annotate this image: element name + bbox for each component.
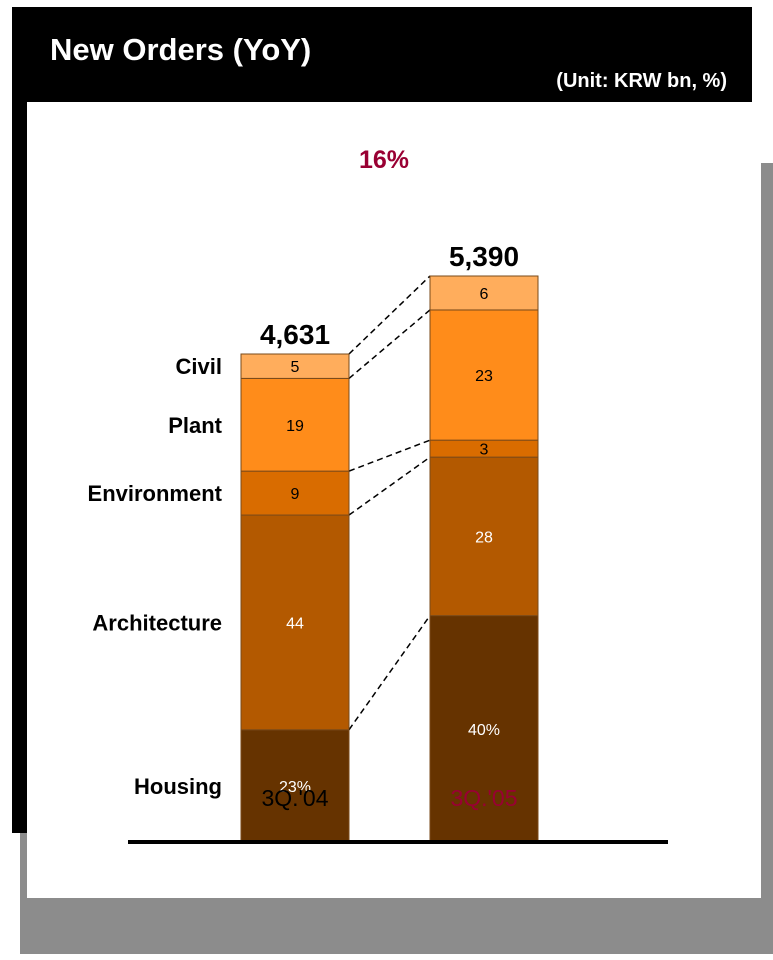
segment-label-plant-0: 19 xyxy=(286,418,304,435)
bar-segment-housing-0 xyxy=(240,729,350,843)
category-label-1: 3Q.'05 xyxy=(450,785,517,811)
bar-segment-environment-0 xyxy=(240,470,350,516)
connector-line-4 xyxy=(348,309,431,379)
segment-label-environment-1: 3 xyxy=(480,442,489,459)
series-label-architecture: Architecture xyxy=(92,610,222,635)
connector-line-1 xyxy=(348,615,431,731)
bar-segment-architecture-0 xyxy=(240,514,350,731)
segment-label-housing-1: 40% xyxy=(468,722,500,739)
unit-label: (Unit: KRW bn, %) xyxy=(556,70,727,92)
bars xyxy=(240,275,539,843)
bar-segment-plant-1 xyxy=(429,309,539,441)
growth-label: 16% xyxy=(359,146,409,174)
total-label-1: 5,390 xyxy=(449,241,519,272)
segment-label-architecture-1: 28 xyxy=(475,529,493,546)
series-label-plant: Plant xyxy=(168,413,222,438)
connector-line-2 xyxy=(348,456,431,516)
chart-title: New Orders (YoY) xyxy=(50,32,312,67)
connector-line-5 xyxy=(348,275,431,355)
labels: 23% 44 9 19 5 4,631 3Q.'04 40% 28 3 23 6 5,390 3Q.'05… xyxy=(88,146,520,811)
series-label-environment: Environment xyxy=(88,481,223,506)
connector-lines xyxy=(348,275,431,731)
segment-label-plant-1: 23 xyxy=(475,368,493,385)
connector-line-3 xyxy=(348,439,431,472)
bar-segment-civil-1 xyxy=(429,275,539,311)
bar-segment-housing-1 xyxy=(429,615,539,843)
segment-label-architecture-0: 44 xyxy=(286,615,304,632)
bar-segment-plant-0 xyxy=(240,377,350,472)
series-label-civil: Civil xyxy=(176,354,222,379)
category-label-0: 3Q.'04 xyxy=(261,785,328,811)
segment-label-civil-0: 5 xyxy=(291,359,300,376)
series-label-housing: Housing xyxy=(134,774,222,799)
segment-label-civil-1: 6 xyxy=(480,286,489,303)
segment-label-housing-0: 23% xyxy=(279,779,311,796)
bar-segment-civil-0 xyxy=(240,353,350,379)
chart-panel xyxy=(27,102,761,898)
total-label-0: 4,631 xyxy=(260,319,330,350)
segment-label-environment-0: 9 xyxy=(291,486,300,503)
